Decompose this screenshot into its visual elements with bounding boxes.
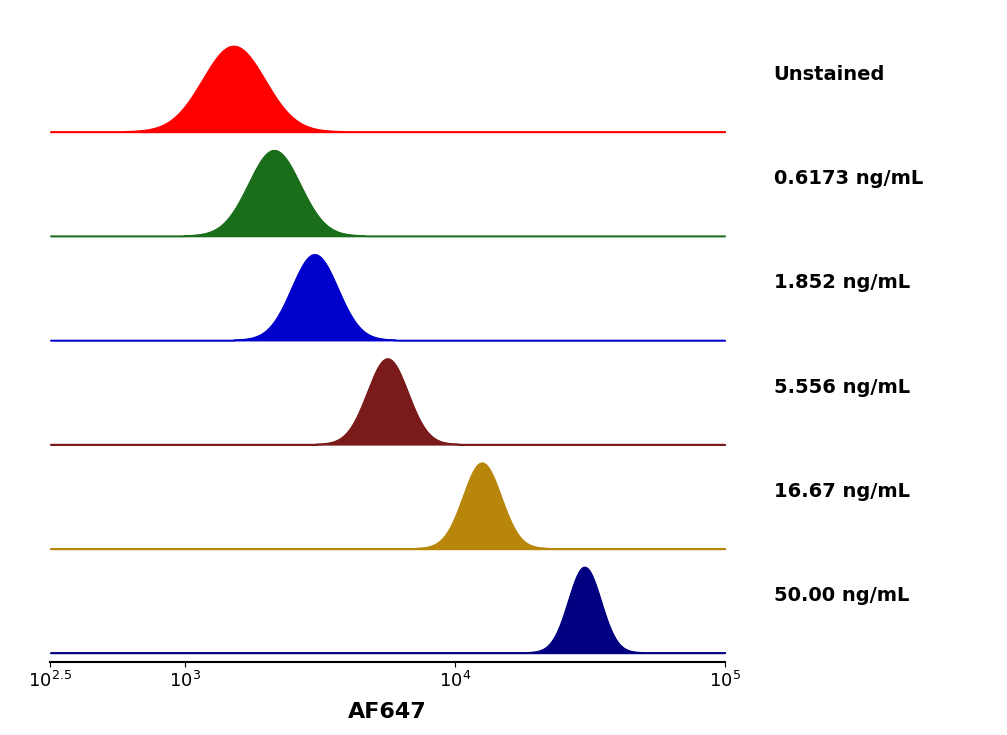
- Text: 16.67 ng/mL: 16.67 ng/mL: [773, 481, 909, 501]
- Text: 0.6173 ng/mL: 0.6173 ng/mL: [773, 169, 922, 188]
- X-axis label: AF647: AF647: [348, 703, 427, 723]
- Text: 50.00 ng/mL: 50.00 ng/mL: [773, 586, 909, 605]
- Text: 1.852 ng/mL: 1.852 ng/mL: [773, 273, 909, 293]
- Text: Unstained: Unstained: [773, 65, 885, 84]
- Text: 5.556 ng/mL: 5.556 ng/mL: [773, 378, 909, 396]
